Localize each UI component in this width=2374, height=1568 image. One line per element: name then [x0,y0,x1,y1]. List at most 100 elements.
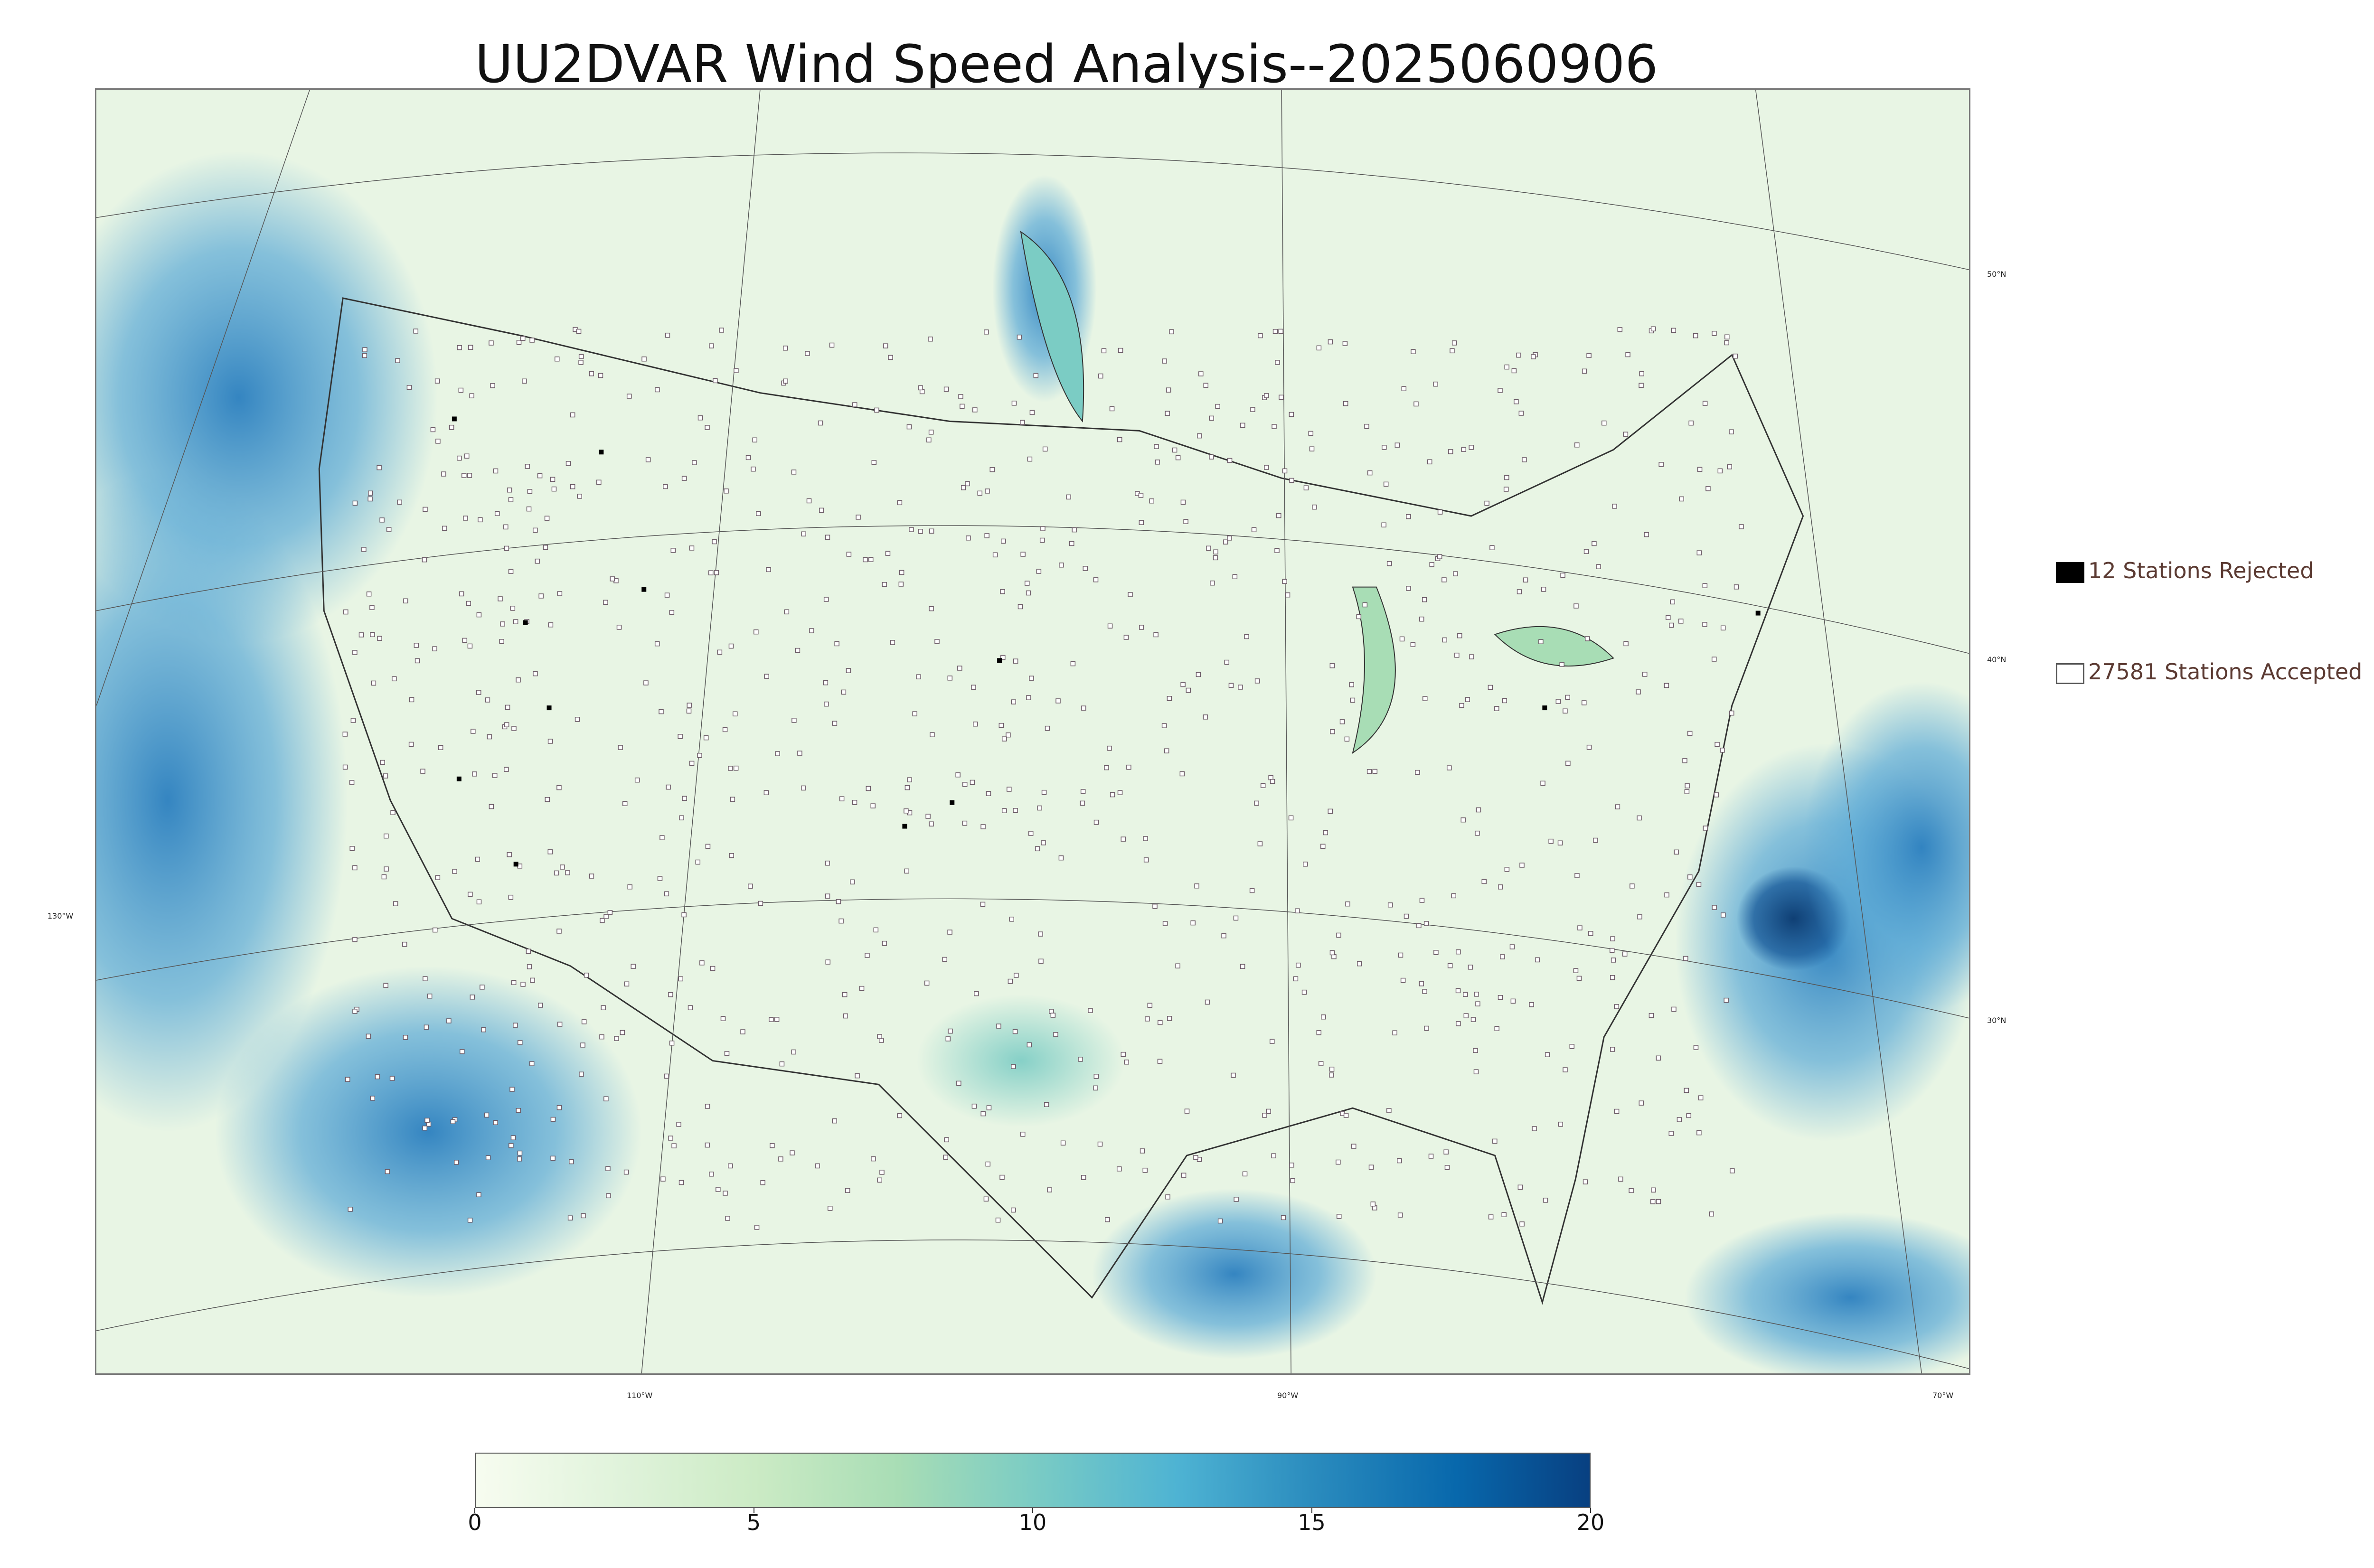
station-accepted-marker [371,680,377,686]
station-accepted-marker [1312,504,1317,510]
station-accepted-marker [1529,1002,1534,1007]
colorbar-tick-label: 15 [1298,1510,1326,1535]
station-accepted-marker [1020,552,1026,557]
station-accepted-marker [1008,978,1013,984]
station-accepted-marker [1510,998,1516,1004]
station-accepted-marker [912,711,917,716]
station-accepted-marker [1729,429,1734,434]
station-accepted-marker [1336,1214,1342,1219]
station-accepted-marker [605,1166,611,1171]
station-accepted-marker [389,1076,395,1081]
station-accepted-marker [1406,514,1411,519]
station-accepted-marker [343,609,349,615]
station-accepted-marker [1469,654,1474,659]
station-accepted-marker [871,460,877,465]
station-accepted-marker [1116,1166,1122,1172]
station-accepted-marker [1573,968,1579,973]
station-accepted-marker [348,1207,353,1212]
wind-speed-map[interactable] [95,88,1970,1375]
station-accepted-marker [1447,963,1453,968]
station-accepted-marker [1484,500,1489,506]
station-accepted-marker [516,677,521,683]
station-accepted-marker [1724,340,1729,346]
station-accepted-marker [1153,632,1159,638]
station-accepted-marker [1637,815,1642,821]
station-accepted-marker [724,1051,730,1056]
station-accepted-marker [1399,636,1405,642]
station-accepted-marker [1454,652,1460,658]
station-accepted-marker [1351,1144,1357,1149]
station-accepted-marker [1457,633,1462,638]
station-accepted-marker [1274,548,1280,553]
station-accepted-marker [806,498,812,504]
station-accepted-marker [958,394,963,399]
station-accepted-marker [481,1027,486,1033]
station-accepted-marker [525,464,530,469]
station-accepted-marker [538,593,544,599]
station-accepted-marker [383,773,388,779]
station-accepted-marker [1730,1168,1735,1174]
station-accepted-marker [1308,431,1314,436]
station-accepted-marker [1702,583,1708,588]
station-accepted-marker [622,801,628,807]
station-accepted-marker [1687,874,1693,880]
station-accepted-marker [1558,1121,1563,1127]
station-accepted-marker [468,345,473,350]
station-accepted-marker [828,1206,833,1211]
station-accepted-marker [907,777,912,782]
station-accepted-marker [504,545,509,551]
station-accepted-marker [550,1155,556,1161]
station-accepted-marker [1565,761,1571,766]
station-accepted-marker [1098,373,1103,379]
station-accepted-marker [1687,731,1693,736]
station-accepted-marker [1637,914,1642,920]
station-accepted-marker [1024,581,1030,586]
station-accepted-marker [928,336,933,342]
station-accepted-marker [681,912,687,918]
station-accepted-marker [487,734,492,740]
station-accepted-marker [1045,725,1050,731]
station-accepted-marker [713,378,718,384]
legend-rejected: 12 Stations Rejected [2056,558,2314,583]
station-accepted-marker [657,876,663,881]
station-accepted-marker [634,777,640,783]
station-accepted-marker [1109,406,1115,412]
station-accepted-marker [1460,817,1466,823]
station-accepted-marker [676,1122,681,1127]
station-accepted-marker [415,658,420,664]
station-accepted-marker [1419,981,1424,986]
station-accepted-marker [1196,672,1201,677]
station-accepted-marker [461,473,467,478]
station-accepted-marker [1260,783,1266,788]
station-accepted-marker [623,1169,629,1175]
station-accepted-marker [1514,399,1519,404]
station-accepted-marker [724,488,729,494]
station-accepted-marker [770,1143,775,1148]
station-accepted-marker [779,1061,785,1067]
station-accepted-marker [1644,532,1649,537]
station-accepted-marker [1588,931,1593,936]
station-accepted-marker [1026,695,1031,700]
station-accepted-marker [413,329,419,334]
station-accepted-marker [1205,999,1210,1005]
station-accepted-marker [511,980,517,986]
station-accepted-marker [472,771,477,777]
station-accepted-marker [1164,748,1169,753]
station-accepted-marker [829,342,835,348]
station-accepted-marker [751,466,756,472]
station-accepted-marker [1468,965,1473,970]
station-accepted-marker [1370,1202,1376,1207]
station-accepted-marker [1117,790,1123,795]
station-accepted-marker [1097,1141,1103,1147]
station-accepted-marker [1336,932,1341,938]
station-accepted-marker [1362,602,1368,608]
station-accepted-marker [703,735,709,741]
station-accepted-marker [384,833,389,839]
station-accepted-marker [1401,386,1407,392]
station-accepted-marker [1456,1021,1461,1026]
station-accepted-marker [550,477,556,482]
station-accepted-marker [352,650,358,655]
station-accepted-marker [925,814,931,819]
station-accepted-marker [1104,765,1109,770]
station-accepted-marker [1428,1154,1434,1159]
